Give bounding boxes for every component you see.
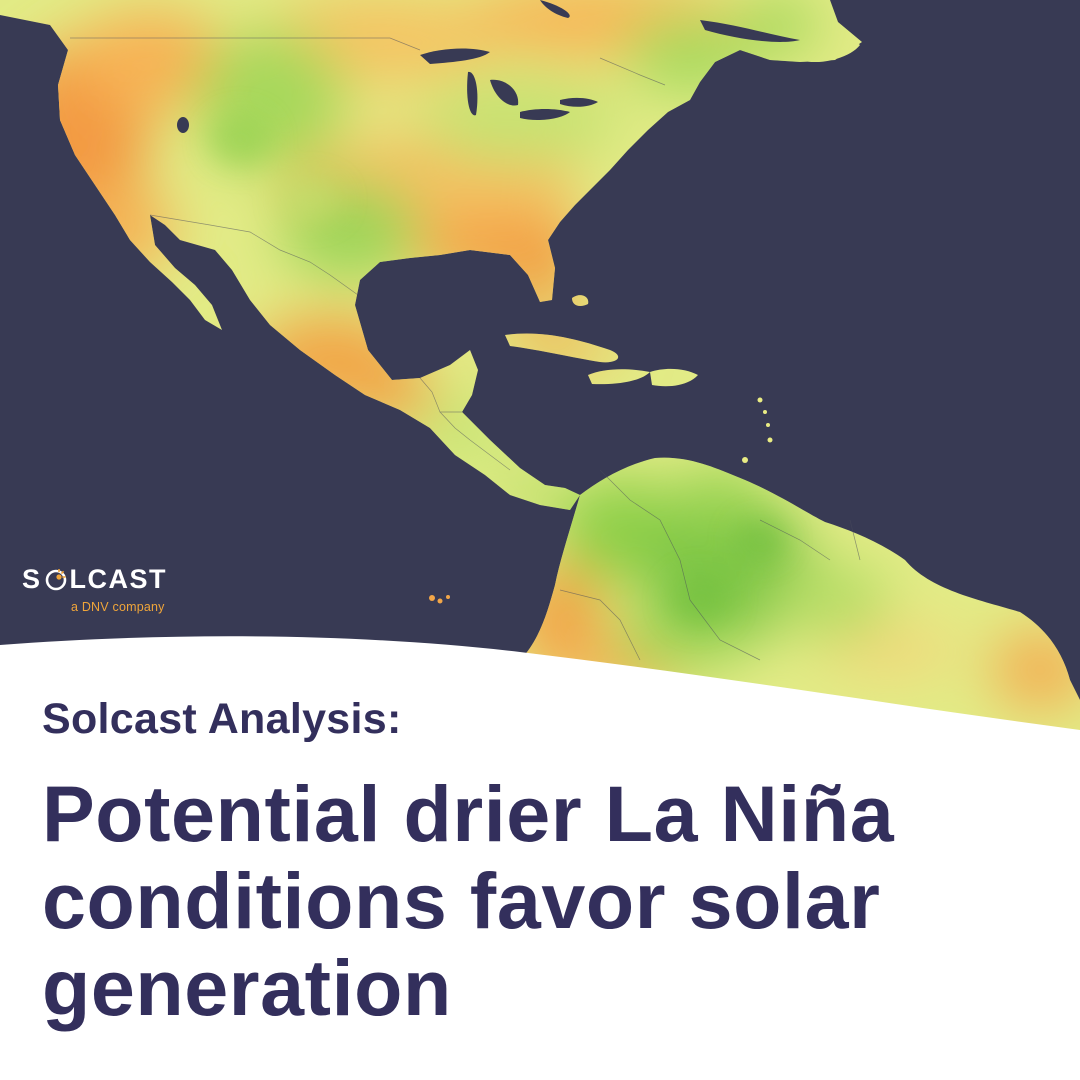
headline-panel [0,636,1080,1080]
brand-tagline: a DNV company [71,600,165,614]
solcast-wordmark: S LCAST [22,566,172,593]
solcast-logo[interactable]: S LCAST a DNV company [22,566,172,615]
wordmark-left: S [22,564,42,594]
headline-block: Solcast Analysis: Potential drier La Niñ… [42,695,1052,1033]
lesser-antilles [742,397,773,463]
great-lakes [177,0,800,133]
sun-icon [45,568,66,590]
country-borders [70,37,861,661]
headline-kicker: Solcast Analysis: [42,695,402,743]
headline-title: Potential drier La Niña conditions favor… [42,769,895,1033]
wordmark-right: LCAST [69,564,168,594]
galapagos-islands [429,595,450,604]
